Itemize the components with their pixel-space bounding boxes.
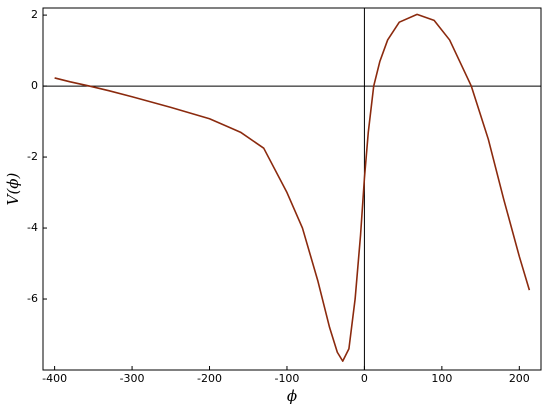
plot-frame [42, 7, 542, 371]
y-tick-label: 0 [31, 79, 38, 92]
x-tick-label: -200 [197, 372, 222, 385]
y-axis-label: V(ϕ) [4, 172, 22, 205]
x-tick-label: 0 [361, 372, 368, 385]
x-axis-label: ϕ [287, 387, 297, 405]
y-tick-label: -6 [27, 292, 38, 305]
x-tick-label: 100 [431, 372, 452, 385]
x-tick-label: -100 [274, 372, 299, 385]
y-tick-label: -4 [27, 221, 38, 234]
x-tick-label: -300 [120, 372, 145, 385]
y-tick-label: -2 [27, 150, 38, 163]
x-tick-label: -400 [42, 372, 67, 385]
x-tick-label: 200 [509, 372, 530, 385]
line-series [54, 13, 531, 362]
y-tick-label: 2 [31, 8, 38, 21]
